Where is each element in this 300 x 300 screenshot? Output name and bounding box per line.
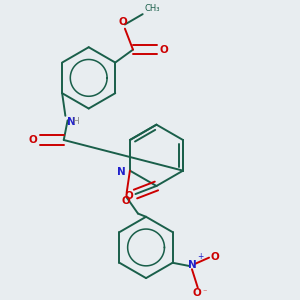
Text: O: O <box>121 196 130 206</box>
Text: O: O <box>119 17 128 27</box>
Text: ⁻: ⁻ <box>202 288 206 297</box>
Text: O: O <box>28 135 37 145</box>
Text: N: N <box>188 260 196 270</box>
Text: H: H <box>73 117 79 126</box>
Text: O: O <box>160 45 169 55</box>
Text: O: O <box>211 252 219 262</box>
Text: N: N <box>67 117 76 128</box>
Text: +: + <box>197 253 203 262</box>
Text: CH₃: CH₃ <box>144 4 160 13</box>
Text: N: N <box>117 167 126 177</box>
Text: O: O <box>124 191 133 201</box>
Text: O: O <box>193 288 202 298</box>
